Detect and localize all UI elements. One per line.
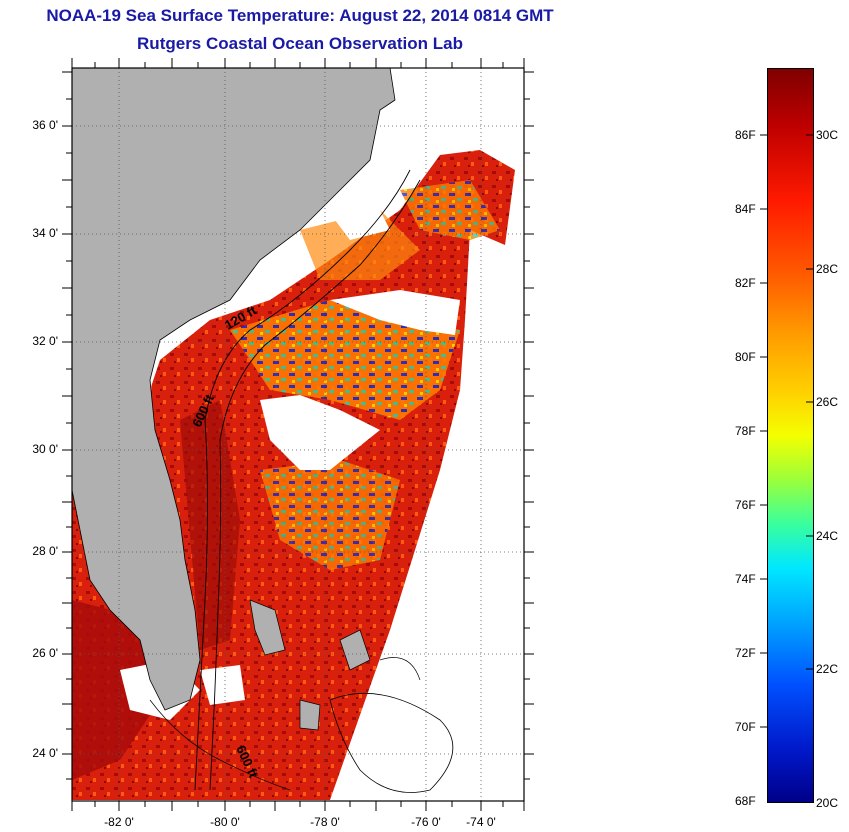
colorbar-label-f: 86F [735, 128, 756, 142]
colorbar-label-c: 28C [816, 262, 839, 276]
map-title: NOAA-19 Sea Surface Temperature: August … [46, 6, 554, 25]
colorbar-label-f: 82F [735, 276, 756, 290]
temperature-colorbar [767, 68, 814, 803]
colorbar-label-f: 74F [735, 572, 756, 586]
lon-label: -74 0' [466, 815, 496, 829]
colorbar-label-f: 68F [735, 794, 756, 808]
colorbar-label-c: 20C [816, 796, 839, 810]
lon-label: -76 0' [411, 815, 441, 829]
colorbar-label-f: 80F [735, 350, 756, 364]
colorbar-label-f: 84F [735, 202, 756, 216]
lon-ticks [71, 58, 525, 811]
colorbar-label-f: 70F [735, 720, 756, 734]
lat-label: 28 0' [32, 544, 58, 558]
lat-label: 34 0' [32, 226, 58, 240]
lon-label: -78 0' [310, 815, 340, 829]
map-subtitle: Rutgers Coastal Ocean Observation Lab [137, 34, 463, 53]
colorbar-label-f: 72F [735, 646, 756, 660]
land [72, 68, 396, 711]
colorbar-label-f: 76F [735, 498, 756, 512]
lat-label: 24 0' [32, 746, 58, 760]
sst-cool-patches [230, 300, 460, 420]
lat-label: 36 0' [32, 118, 58, 132]
colorbar-label-f: 78F [735, 424, 756, 438]
lon-label: -80 0' [210, 815, 240, 829]
lat-label: 30 0' [32, 442, 58, 456]
cloud-mask [260, 395, 380, 470]
colorbar-label-c: 26C [816, 395, 839, 409]
colorbar-label-c: 22C [816, 662, 839, 676]
colorbar-label-c: 24C [816, 529, 839, 543]
lat-label: 26 0' [32, 646, 58, 660]
lat-ticks [62, 71, 534, 780]
lon-label: -82 0' [104, 815, 134, 829]
colorbar-label-c: 30C [816, 128, 839, 142]
plot-frame [71, 67, 525, 802]
sst-hot-region [72, 600, 160, 780]
lat-label: 32 0' [32, 334, 58, 348]
map-gridlines [72, 68, 524, 801]
colorbar-ticks [760, 134, 813, 728]
